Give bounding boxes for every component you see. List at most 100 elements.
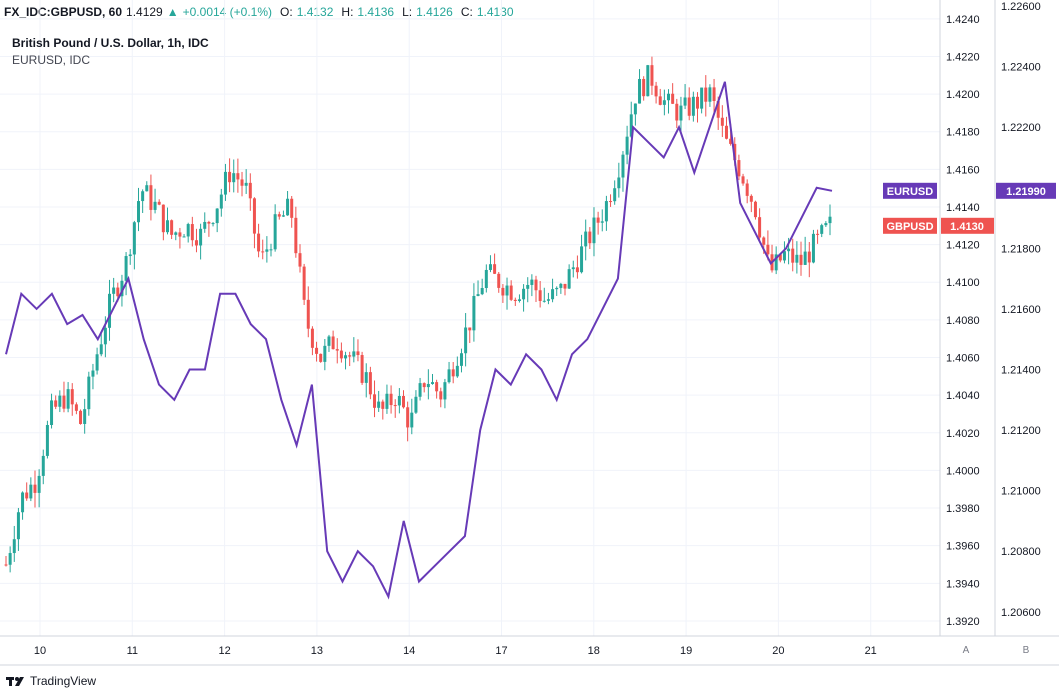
candle-body bbox=[174, 232, 178, 235]
candle-body bbox=[782, 251, 786, 261]
candle-body bbox=[621, 154, 625, 178]
gbpusd-value-label: 1.4130 bbox=[950, 221, 984, 233]
candle-body bbox=[368, 372, 372, 395]
candle-body bbox=[410, 412, 414, 428]
candle-body bbox=[737, 160, 741, 177]
right-tick-label: 1.20800 bbox=[1001, 546, 1041, 558]
candle-body bbox=[186, 224, 190, 237]
left-tick-label: 1.4100 bbox=[946, 277, 980, 289]
candle-body bbox=[749, 195, 753, 202]
candle-body bbox=[54, 400, 58, 407]
candle-body bbox=[480, 288, 484, 295]
candle-body bbox=[708, 87, 712, 102]
candle-body bbox=[211, 223, 215, 225]
candle-body bbox=[228, 171, 232, 183]
candle-body bbox=[422, 383, 426, 388]
candle-body bbox=[683, 97, 687, 106]
symbol-label[interactable]: FX_IDC:GBPUSD, 60 bbox=[4, 5, 123, 19]
candle-body bbox=[45, 424, 49, 456]
candle-body bbox=[116, 287, 120, 297]
candle-body bbox=[323, 345, 327, 362]
right-tick-label: 1.22400 bbox=[1001, 62, 1041, 74]
candle-body bbox=[811, 233, 815, 263]
candle-body bbox=[319, 353, 323, 362]
high-label: H: bbox=[341, 5, 354, 19]
compare-series-title[interactable]: EURUSD, IDC bbox=[12, 53, 91, 67]
candle-body bbox=[741, 176, 745, 184]
time-axis: 10 11 12 13 14 17 18 19 20 21 bbox=[34, 645, 877, 657]
candle-body bbox=[261, 251, 265, 253]
right-tick-label: 1.20600 bbox=[1001, 607, 1041, 619]
candle-body bbox=[642, 78, 646, 97]
main-series-title[interactable]: British Pound / U.S. Dollar, 1h, IDC bbox=[12, 36, 209, 50]
candle-body bbox=[551, 289, 555, 300]
candle-body bbox=[377, 401, 381, 408]
candle-body bbox=[596, 217, 600, 223]
candle-body bbox=[112, 287, 116, 294]
scale-a-button[interactable]: A bbox=[962, 645, 970, 656]
candle-body bbox=[522, 288, 526, 300]
candle-body bbox=[290, 198, 294, 218]
candle-body bbox=[248, 182, 252, 199]
time-tick-label: 21 bbox=[865, 645, 877, 657]
candle-body bbox=[66, 389, 70, 409]
candle-body bbox=[509, 285, 513, 300]
candle-body bbox=[720, 117, 724, 126]
time-tick-label: 20 bbox=[772, 645, 784, 657]
candle-body bbox=[108, 293, 112, 328]
candle-body bbox=[327, 336, 331, 346]
candle-body bbox=[803, 251, 807, 265]
time-tick-label: 10 bbox=[34, 645, 46, 657]
last-price-badges: EURUSD 1.21990 GBPUSD 1.4130 bbox=[883, 182, 1056, 234]
left-tick-label: 1.4180 bbox=[946, 127, 980, 139]
high-value: 1.4136 bbox=[357, 5, 395, 19]
candle-body bbox=[331, 336, 335, 350]
right-tick-label: 1.22600 bbox=[1001, 1, 1041, 13]
time-tick-label: 11 bbox=[127, 645, 138, 657]
symbol-header: FX_IDC:GBPUSD, 60 1.4129 ▲ +0.0014 (+0.1… bbox=[4, 3, 514, 21]
left-tick-label: 1.3940 bbox=[946, 578, 980, 590]
candle-body bbox=[497, 273, 501, 288]
candle-body bbox=[459, 353, 463, 366]
candle-body bbox=[671, 93, 675, 104]
candle-body bbox=[691, 96, 695, 116]
candle-body bbox=[402, 395, 406, 408]
candle-body bbox=[580, 246, 584, 273]
candle-body bbox=[132, 222, 136, 255]
candle-body bbox=[25, 492, 29, 499]
candle-body bbox=[493, 264, 497, 274]
right-tick-label: 1.21600 bbox=[1001, 304, 1041, 316]
candle-body bbox=[762, 237, 766, 245]
candle-body bbox=[95, 354, 99, 371]
candle-body bbox=[571, 267, 575, 270]
candle-body bbox=[348, 355, 352, 357]
candle-body bbox=[58, 395, 62, 407]
candle-body bbox=[190, 224, 194, 241]
right-tick-label: 1.21400 bbox=[1001, 364, 1041, 376]
left-tick-label: 1.4000 bbox=[946, 465, 980, 477]
time-tick-label: 12 bbox=[218, 645, 230, 657]
candle-body bbox=[157, 201, 161, 205]
candle-body bbox=[406, 407, 410, 428]
candle-body bbox=[215, 208, 219, 224]
candle-body bbox=[373, 394, 377, 408]
time-tick-label: 13 bbox=[311, 645, 323, 657]
candle-body bbox=[613, 188, 617, 202]
candle-body bbox=[559, 283, 563, 288]
candle-body bbox=[153, 201, 157, 210]
candle-body bbox=[352, 351, 356, 357]
candle-body bbox=[704, 87, 708, 102]
candle-body bbox=[604, 201, 608, 222]
left-tick-label: 1.3960 bbox=[946, 541, 980, 553]
candle-body bbox=[828, 216, 832, 224]
candle-body bbox=[74, 404, 78, 411]
candle-body bbox=[795, 254, 799, 263]
candle-body bbox=[687, 97, 691, 116]
footer-brand[interactable]: TradingView bbox=[6, 674, 96, 688]
scale-b-button[interactable]: B bbox=[1022, 645, 1030, 656]
candle-body bbox=[79, 410, 83, 424]
low-label: L: bbox=[402, 5, 413, 19]
candle-body bbox=[435, 382, 439, 392]
candle-body bbox=[83, 409, 87, 424]
